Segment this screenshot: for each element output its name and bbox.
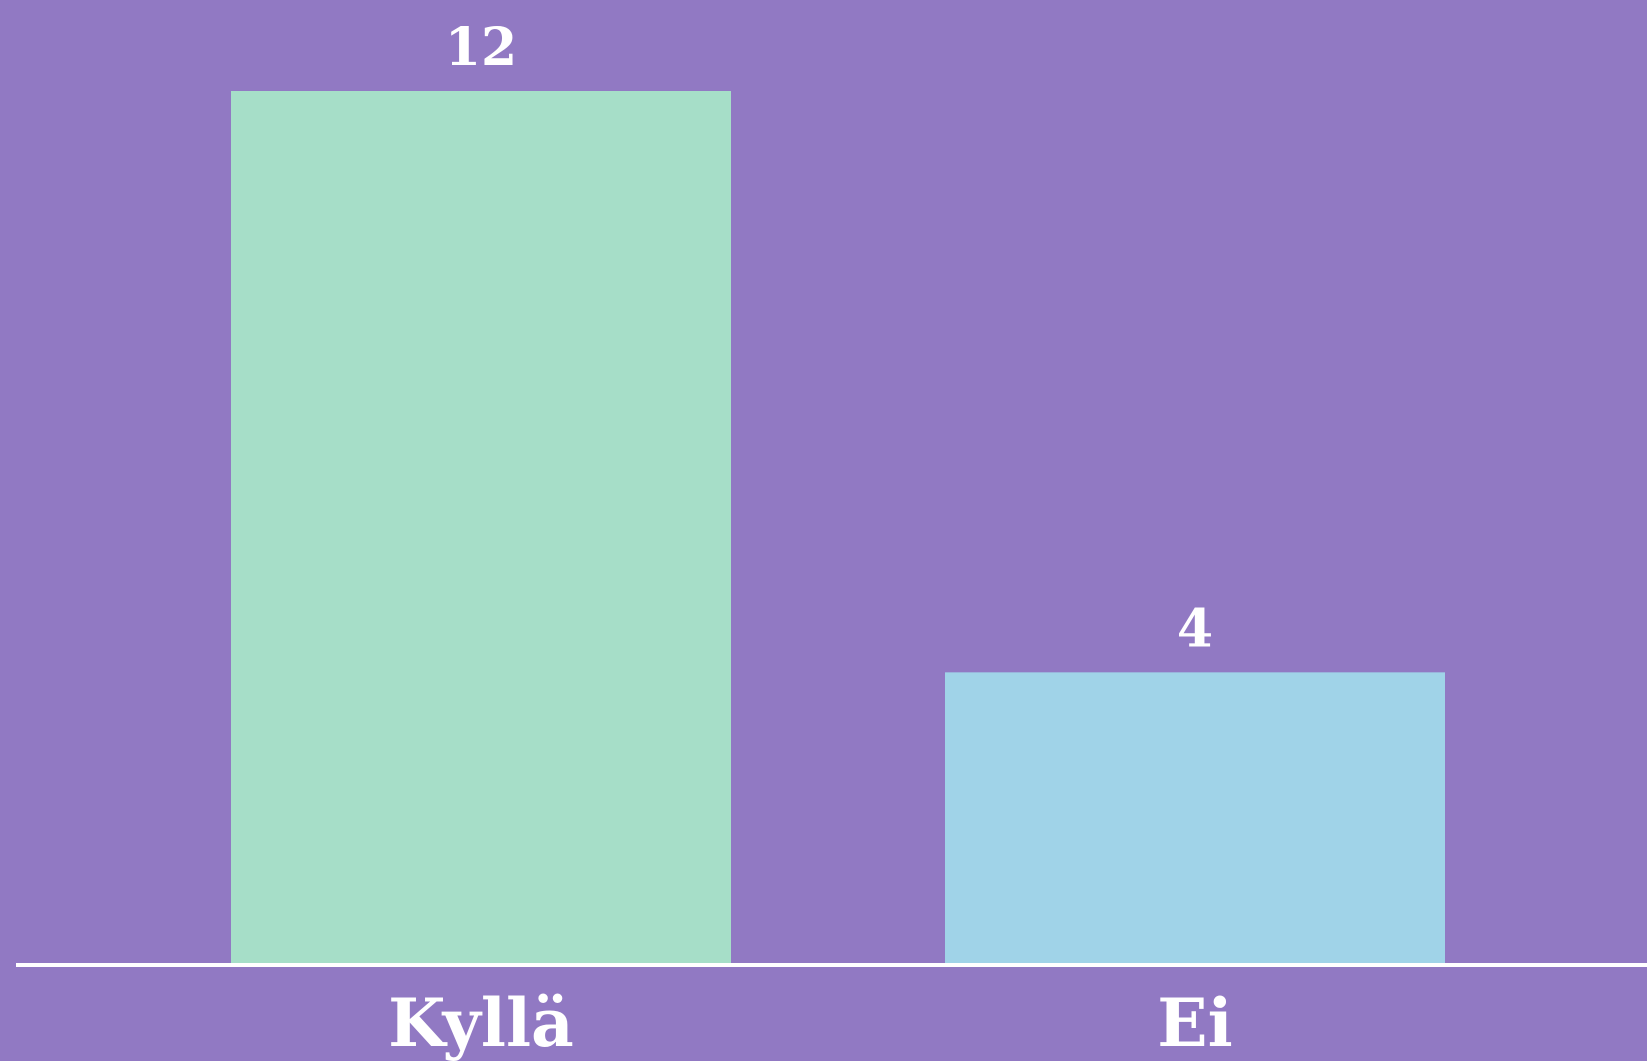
bars-group: [231, 91, 1445, 963]
value-label-ei: 4: [1177, 598, 1213, 659]
bar-ei: [945, 672, 1445, 963]
value-label-kylla: 12: [445, 17, 517, 78]
value-labels-group: 12 4: [445, 17, 1213, 659]
x-tick-label-kylla: Kyllä: [388, 984, 574, 1061]
x-tick-label-ei: Ei: [1157, 984, 1232, 1061]
bar-kylla: [231, 91, 731, 963]
x-tick-labels-group: Kyllä Ei: [388, 984, 1233, 1061]
